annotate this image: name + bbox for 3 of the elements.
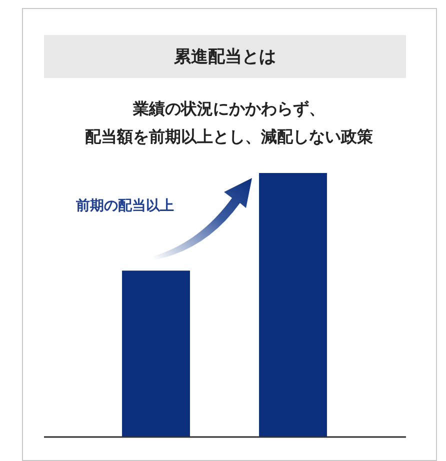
annotation: 前期の配当以上: [76, 197, 174, 215]
chart-title: 累進配当とは: [44, 35, 406, 78]
chart-subtitle: 業績の状況にかかわらず、配当額を前期以上とし、減配しない政策: [84, 98, 374, 148]
